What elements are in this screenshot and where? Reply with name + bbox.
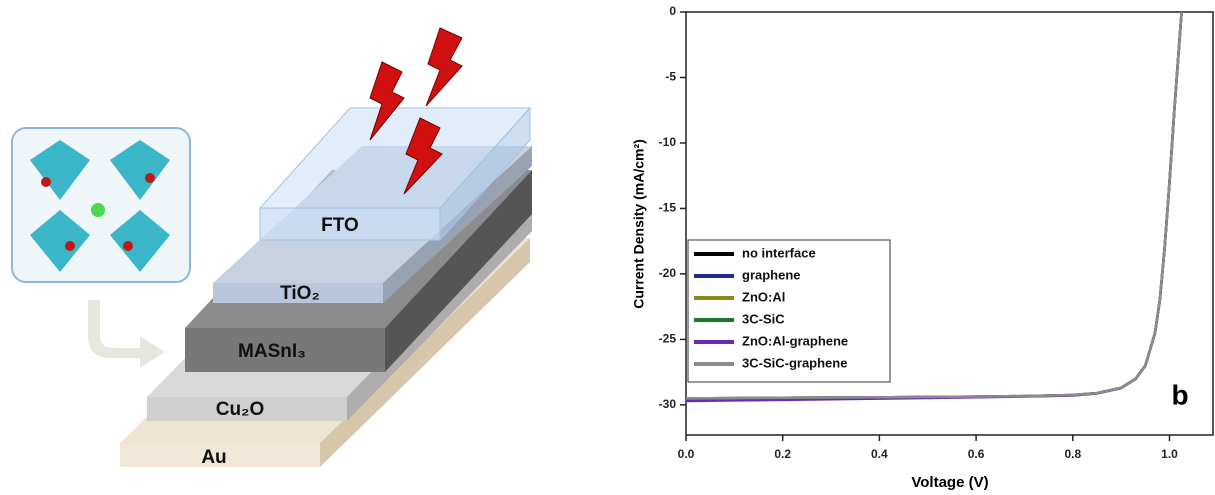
- x-tick-label: 0.4: [871, 447, 888, 461]
- y-tick-label: -5: [665, 70, 676, 84]
- tio2-side: [383, 146, 532, 303]
- x-tick-label: 0.2: [774, 447, 791, 461]
- legend-label: ZnO:Al-graphene: [742, 333, 848, 348]
- device-stack: FTO TiO₂ MASnI₃ Cu₂O Au: [120, 106, 532, 468]
- masni3-front: [185, 328, 385, 372]
- crystal-inset: [11, 127, 191, 283]
- x-tick-label: 0.8: [1064, 447, 1081, 461]
- layer-label: Au: [201, 447, 226, 468]
- tio2-front: [213, 283, 383, 303]
- y-tick-label: -10: [659, 135, 677, 149]
- legend-label: graphene: [742, 267, 801, 282]
- x-axis-title: Voltage (V): [911, 474, 988, 491]
- arrow: [88, 300, 165, 368]
- y-tick-label: -25: [659, 332, 677, 346]
- y-axis-title: Current Density (mA/cm²): [631, 139, 647, 309]
- au-side: [320, 238, 530, 467]
- bolt: [403, 117, 443, 195]
- y-tick-label: 0: [669, 4, 676, 18]
- jv-chart: Voltage (V) Current Density (mA/cm²) b 0…: [631, 4, 1214, 491]
- octahedron: [110, 210, 170, 272]
- legend-label: 3C-SiC-graphene: [742, 355, 847, 370]
- x-tick-label: 1.0: [1161, 447, 1178, 461]
- series-line: [685, 11, 1183, 400]
- bolt: [369, 61, 405, 141]
- y-tick-label: -30: [659, 397, 677, 411]
- x-tick-label: 0.6: [968, 447, 985, 461]
- legend-label: no interface: [742, 245, 816, 260]
- bolt: [425, 27, 463, 107]
- fto-front: [259, 207, 441, 241]
- octahedron: [30, 210, 90, 272]
- y-tick-label: -15: [659, 201, 677, 215]
- x-tick-label: 0.0: [678, 447, 695, 461]
- cu2o-front: [147, 397, 347, 421]
- octahedron: [110, 140, 170, 200]
- masni3-side: [385, 170, 532, 372]
- panel-label: b: [1171, 379, 1188, 410]
- plot-frame: [685, 11, 1214, 436]
- octahedron: [30, 140, 90, 200]
- layer-label: Cu₂O: [216, 399, 265, 420]
- atom: [145, 173, 155, 183]
- legend-box: [687, 239, 891, 383]
- layer-label: FTO: [321, 215, 359, 236]
- layer-label: MASnI₃: [238, 341, 306, 362]
- atom: [123, 241, 133, 251]
- au-front: [120, 443, 320, 467]
- y-tick-label: -20: [659, 266, 677, 280]
- layer-label: TiO₂: [280, 283, 320, 304]
- legend-label: ZnO:Al: [742, 289, 785, 304]
- light-bolts: [369, 27, 463, 195]
- atom: [65, 241, 75, 251]
- cation: [91, 203, 105, 217]
- legend-label: 3C-SiC: [742, 311, 785, 326]
- atom: [41, 177, 51, 187]
